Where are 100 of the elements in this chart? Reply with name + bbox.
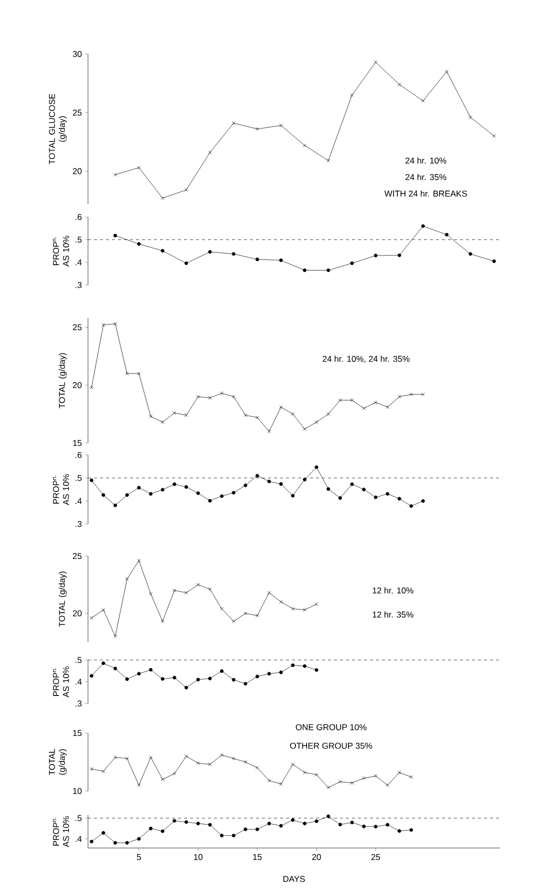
y-axis-title: PROP$^{n.}$ AS 10%	[52, 666, 70, 698]
point	[267, 672, 271, 676]
point	[113, 756, 117, 760]
point	[267, 480, 271, 484]
point	[196, 822, 200, 826]
point	[220, 669, 224, 673]
point	[196, 678, 200, 682]
point	[90, 840, 94, 844]
y-axis-title: TOTAL GLUCOSE (g/day)	[48, 94, 67, 164]
point	[374, 774, 378, 778]
y-tick-label: .3	[76, 520, 82, 527]
point	[137, 558, 141, 562]
text: ONE GROUP 10%	[296, 724, 366, 730]
point	[137, 166, 141, 170]
point	[314, 773, 318, 777]
point	[232, 834, 236, 838]
point	[113, 841, 118, 845]
point	[208, 498, 212, 503]
point	[338, 780, 342, 784]
point	[113, 322, 117, 326]
point	[326, 412, 330, 416]
point	[232, 678, 236, 682]
point	[409, 504, 414, 508]
point	[160, 829, 164, 833]
point	[102, 770, 106, 774]
point	[148, 826, 153, 830]
point	[291, 412, 295, 416]
point	[184, 261, 188, 266]
point	[125, 756, 129, 760]
point	[279, 600, 283, 604]
point	[102, 831, 106, 835]
point	[208, 587, 212, 591]
point	[256, 127, 260, 131]
point	[326, 158, 330, 162]
point	[326, 786, 330, 790]
y-axis-title: TOTAL (g/day)	[48, 748, 67, 776]
point	[350, 261, 354, 266]
point	[267, 430, 271, 434]
point	[302, 268, 306, 272]
point	[291, 762, 295, 766]
point	[220, 494, 224, 498]
point	[409, 828, 414, 832]
point	[326, 268, 330, 272]
point	[232, 490, 236, 495]
point	[90, 674, 94, 678]
point	[302, 822, 306, 826]
y-tick-label: .5	[76, 815, 82, 822]
point	[256, 258, 260, 262]
point	[314, 668, 318, 672]
text: 12 hr. 35%	[372, 611, 414, 618]
point	[314, 819, 318, 824]
point	[160, 677, 164, 681]
point	[208, 762, 212, 766]
point	[279, 258, 283, 262]
point	[244, 612, 248, 616]
point	[256, 766, 260, 770]
y-tick-label: .4	[76, 498, 82, 504]
point	[137, 837, 141, 841]
point	[196, 761, 200, 765]
point	[232, 756, 236, 760]
point	[160, 778, 164, 782]
point	[172, 588, 176, 592]
point	[398, 253, 402, 258]
point	[137, 242, 141, 246]
y-tick-label: .4	[76, 836, 82, 842]
point	[492, 259, 496, 263]
point	[172, 482, 176, 486]
point	[409, 392, 413, 396]
point	[291, 818, 295, 822]
point	[125, 677, 129, 681]
point	[267, 778, 271, 782]
point	[184, 485, 188, 489]
point	[102, 323, 106, 327]
point	[302, 664, 306, 668]
point	[279, 124, 283, 128]
point	[125, 841, 129, 845]
point	[148, 492, 153, 496]
point	[374, 496, 378, 500]
point	[279, 482, 283, 486]
y-tick-label: .4	[76, 259, 82, 266]
y-tick-label: .5	[76, 475, 82, 481]
point	[102, 661, 106, 666]
point	[314, 420, 318, 424]
point	[338, 496, 342, 500]
point	[137, 672, 141, 676]
point	[148, 414, 153, 418]
point	[184, 820, 188, 824]
point	[421, 99, 425, 103]
point	[220, 391, 224, 395]
annotation: 24 hr. 35%	[406, 174, 446, 180]
annotation: WITH 24 hr. BREAKS	[384, 190, 467, 197]
point	[244, 682, 248, 686]
point	[208, 396, 212, 400]
point	[184, 590, 188, 594]
point	[113, 234, 118, 238]
point	[244, 484, 248, 488]
point	[148, 756, 153, 760]
point	[279, 824, 283, 828]
x-tick-label: 10	[194, 854, 202, 860]
point	[279, 782, 283, 786]
